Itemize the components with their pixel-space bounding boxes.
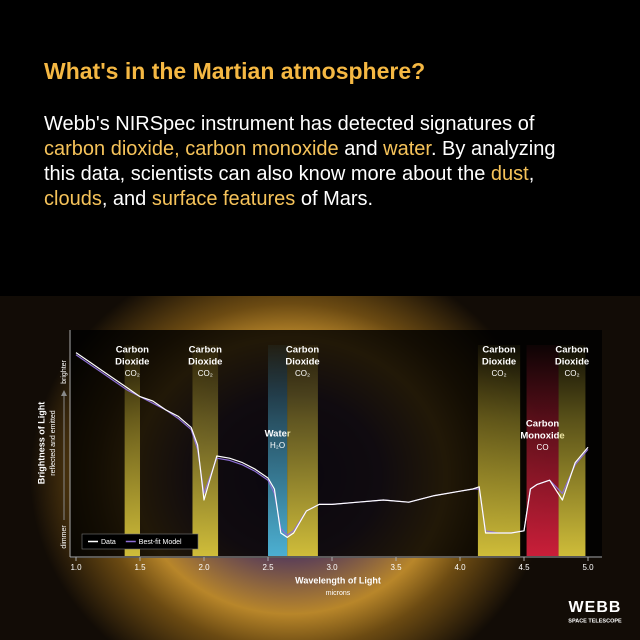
legend-label: Best-fit Model [139, 539, 182, 546]
x-axis-sublabel: microns [326, 590, 351, 597]
absorption-band [192, 345, 219, 556]
absorption-band [268, 345, 288, 556]
band-label: Dioxide [482, 357, 516, 368]
spectrum-line [75, 352, 589, 538]
band-formula: CO₂ [564, 369, 579, 378]
band-formula: CO₂ [198, 369, 213, 378]
band-label: Dioxide [115, 357, 149, 368]
paragraph-segment: , and [101, 188, 152, 210]
band-label: Carbon [286, 345, 319, 356]
legend-label: Data [101, 539, 116, 546]
logo: WEBB [569, 599, 622, 616]
paragraph: Webb's NIRSpec instrument has detected s… [44, 112, 584, 212]
band-label: Carbon [116, 345, 149, 356]
paragraph-segment: water [383, 138, 431, 160]
band-formula: H₂O [270, 441, 285, 450]
absorption-band [526, 345, 559, 556]
band-formula: CO₂ [125, 369, 140, 378]
absorption-band [124, 345, 140, 556]
y-arrow-head [61, 390, 67, 396]
band-label: Dioxide [285, 357, 319, 368]
x-tick-label: 2.0 [198, 563, 210, 572]
legend-box [81, 533, 199, 550]
x-axis-label: Wavelength of Light [295, 575, 381, 585]
paragraph-segment: Webb's NIRSpec instrument has detected s… [44, 113, 535, 135]
absorption-band [477, 345, 521, 556]
paragraph-segment: of Mars. [295, 188, 374, 210]
band-label: Carbon [555, 345, 588, 356]
paragraph-segment: . By analyzing this data, scientists can… [44, 138, 556, 185]
paragraph-segment: surface features [151, 188, 296, 210]
paragraph-segment: clouds [44, 188, 102, 210]
paragraph-segment: , [528, 163, 535, 185]
paragraph-segment: and [338, 138, 384, 160]
x-tick-label: 3.5 [390, 563, 402, 572]
x-tick-label: 5.0 [582, 563, 594, 572]
band-label: Carbon [189, 345, 222, 356]
band-label: Carbon [482, 345, 515, 356]
x-tick-label: 3.0 [326, 563, 338, 572]
absorption-band [558, 345, 586, 556]
band-label: Monoxide [520, 431, 564, 442]
y-bottom-label: dimmer [61, 525, 68, 549]
y-top-label: brighter [61, 359, 68, 383]
band-label: Dioxide [555, 357, 589, 368]
band-formula: CO₂ [491, 369, 506, 378]
title: What's in the Martian atmosphere? [44, 58, 426, 84]
band-label: Dioxide [188, 357, 222, 368]
y-axis-sublabel: reflected and emitted [50, 410, 57, 475]
band-formula: CO₂ [295, 369, 310, 378]
y-axis-label: Brightness of Light [36, 402, 46, 485]
band-label: Water [265, 429, 291, 440]
plot-background [70, 330, 602, 558]
x-tick-label: 2.5 [262, 563, 274, 572]
band-label: Carbon [526, 419, 559, 430]
absorption-band [287, 345, 318, 556]
logo-sub: SPACE TELESCOPE [568, 618, 622, 624]
band-formula: CO [537, 443, 549, 452]
x-tick-label: 1.0 [70, 563, 82, 572]
x-tick-label: 4.0 [454, 563, 466, 572]
x-tick-label: 1.5 [134, 563, 146, 572]
paragraph-segment: carbon dioxide, carbon monoxide [44, 138, 339, 160]
paragraph-segment: dust [490, 163, 529, 185]
x-tick-label: 4.5 [518, 563, 530, 572]
